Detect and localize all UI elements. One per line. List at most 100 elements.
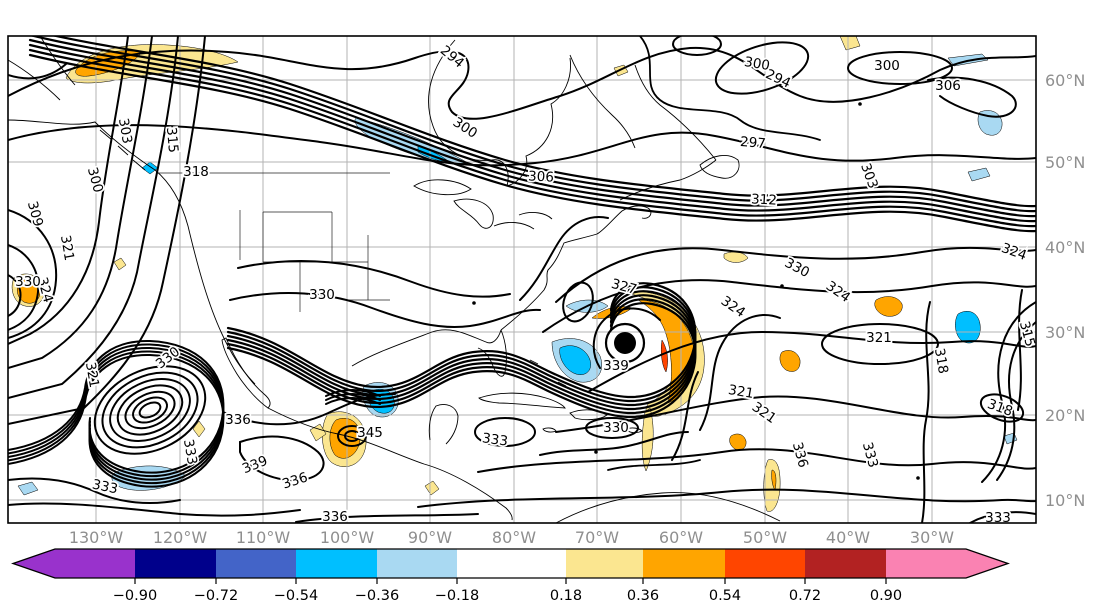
colorbar-segment (886, 549, 966, 578)
shading-patch (874, 296, 903, 317)
contour-line (592, 307, 661, 369)
map-dot (780, 284, 784, 288)
colorbar-tick-label: 0.90 (870, 588, 902, 604)
lon-tick-label: 90°W (408, 528, 452, 547)
lon-tick-label: 70°W (575, 528, 619, 547)
contour-line (8, 36, 129, 345)
coastline (478, 392, 566, 409)
lat-tick-label: 60°N (1045, 71, 1085, 90)
shading-patch (660, 339, 668, 373)
contour-line (51, 36, 1036, 208)
colorbar-segment (216, 549, 296, 578)
contour-line (28, 53, 1036, 233)
colorbar-segment (566, 549, 643, 578)
contour-line (555, 246, 1036, 303)
contour-line (229, 292, 541, 329)
storm-marker (614, 332, 636, 354)
coastline (619, 159, 717, 201)
contour-line (109, 378, 191, 442)
contour-line (344, 430, 361, 442)
shading-patch (729, 433, 747, 451)
contour-label: 336 (322, 509, 348, 525)
contour-label: 312 (751, 191, 778, 208)
contour-line (8, 502, 301, 517)
colorbar-segment (457, 549, 566, 578)
contour-line (585, 417, 640, 439)
contour-line (138, 401, 162, 419)
contour-line (519, 216, 609, 301)
contour-line (474, 417, 537, 447)
contour-line (927, 76, 1017, 118)
colorbar-outline (11, 548, 1010, 579)
contour-line (604, 322, 646, 364)
contour-line (101, 371, 199, 449)
colorbar-segment (643, 549, 725, 578)
contour-label: 300 (874, 58, 900, 74)
contour-label: 333 (180, 438, 200, 466)
colorbar-tick-label: 0.18 (550, 588, 582, 604)
contour-line (607, 459, 701, 471)
coastline (625, 427, 643, 434)
contour-line (29, 36, 1036, 213)
shading-patch (17, 481, 39, 496)
lon-tick-label: 130°W (69, 528, 124, 547)
colorbar-over-arrow (966, 549, 1008, 578)
colorbar-tick-label: −0.90 (113, 588, 157, 604)
contour-line (226, 298, 697, 415)
colorbar-segment (296, 549, 377, 578)
contour-line (8, 274, 22, 317)
plot-frame (7, 35, 1037, 524)
contour-line (132, 396, 168, 424)
shading-patch (113, 257, 127, 271)
lat-tick-label: 10°N (1045, 491, 1085, 510)
contour-line (969, 511, 1036, 523)
contour-line (821, 323, 940, 365)
coastline (555, 492, 781, 523)
contour-line (8, 339, 225, 474)
contour-label: 333 (985, 510, 1011, 526)
colorbar: −0.90 −0.72 −0.54 −0.36 −0.18 0.18 0.36 0.54 0.7… (11, 548, 1010, 604)
contour-label: 318 (183, 164, 209, 180)
contour-line (8, 477, 181, 504)
contour-line (325, 397, 381, 405)
contour-line (8, 124, 1036, 167)
contour-line (124, 390, 176, 430)
lon-tick-label: 30°W (910, 528, 954, 547)
coastline (500, 205, 652, 331)
contour-line (555, 395, 1036, 433)
contour-label: 315 (163, 126, 181, 153)
contour-line (325, 393, 381, 401)
contour-line (8, 36, 179, 399)
contour-label: 297 (739, 134, 766, 152)
colorbar-segment (135, 549, 216, 578)
coastline (351, 329, 502, 367)
contour-line (337, 425, 368, 447)
contour-line (847, 51, 954, 85)
coastline (569, 54, 636, 149)
contour-line (8, 46, 1036, 120)
map-dot (916, 476, 920, 480)
contour-line (8, 36, 206, 425)
contour-line (539, 431, 689, 456)
shading-patch (309, 423, 327, 442)
shading-patch (641, 407, 654, 472)
lat-tick-label: 50°N (1045, 153, 1085, 172)
colorbar-under-arrow (13, 549, 55, 578)
colorbar-tick-label: 0.36 (627, 588, 659, 604)
state-border (299, 235, 390, 312)
map-dot (472, 301, 476, 305)
contour-line (714, 41, 810, 95)
lon-tick-label: 100°W (320, 528, 375, 547)
contour-label: 321 (82, 361, 102, 389)
contour-line (28, 43, 1036, 223)
coastline (267, 407, 513, 521)
shading-patch (839, 36, 861, 51)
coastline (477, 329, 507, 377)
shading-patch (763, 459, 781, 512)
contour-line (239, 435, 325, 482)
contour-line (979, 393, 1025, 423)
colorbar-segment (55, 549, 135, 578)
colorbar-segment (805, 549, 886, 578)
